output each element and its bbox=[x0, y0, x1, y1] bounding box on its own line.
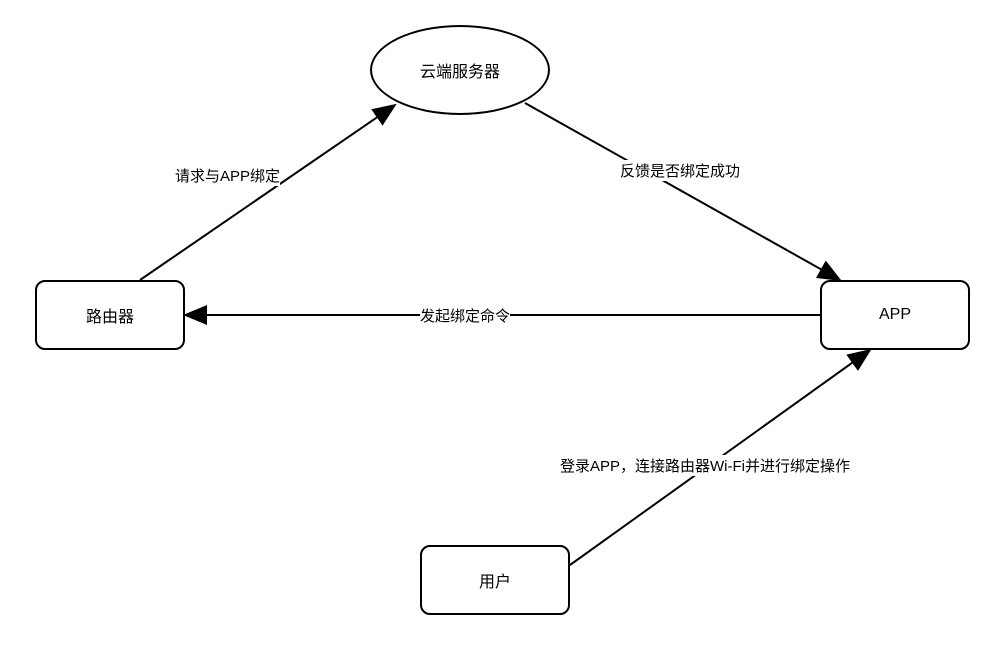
node-user-label: 用户 bbox=[479, 568, 511, 592]
node-app: APP bbox=[820, 280, 970, 350]
node-app-label: APP bbox=[879, 306, 911, 324]
node-cloud-server: 云端服务器 bbox=[370, 25, 550, 115]
edge-label-user-to-app: 登录APP，连接路由器Wi-Fi并进行绑定操作 bbox=[560, 455, 850, 476]
node-router-label: 路由器 bbox=[86, 303, 134, 327]
node-user: 用户 bbox=[420, 545, 570, 615]
edge-label-router-to-cloud: 请求与APP绑定 bbox=[175, 165, 280, 186]
node-cloud-label: 云端服务器 bbox=[420, 58, 500, 82]
edge-cloud-to-app bbox=[525, 103, 840, 280]
flowchart-diagram: 云端服务器 路由器 APP 用户 请求与APP绑定 反馈是否绑定成功 发起绑定命… bbox=[0, 0, 1000, 657]
edge-label-cloud-to-app: 反馈是否绑定成功 bbox=[620, 160, 740, 181]
edge-label-app-to-router: 发起绑定命令 bbox=[420, 305, 510, 326]
edge-router-to-cloud bbox=[140, 105, 395, 280]
node-router: 路由器 bbox=[35, 280, 185, 350]
